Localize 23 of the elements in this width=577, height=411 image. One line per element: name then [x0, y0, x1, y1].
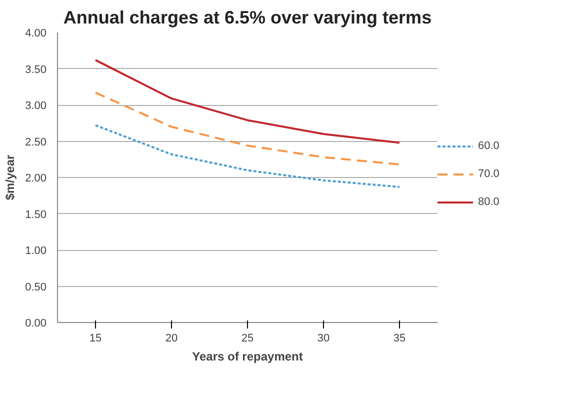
legend-label: 60.0	[478, 140, 500, 152]
y-tick-label: 3.00	[25, 100, 47, 112]
y-tick-label: 2.00	[25, 172, 47, 184]
x-tick-label: 15	[89, 332, 102, 344]
x-tick-label: 20	[165, 332, 178, 344]
legend-label: 80.0	[478, 196, 500, 208]
line-series	[94, 92, 400, 166]
y-tick-label: 3.50	[25, 64, 47, 76]
x-tick-label: 35	[393, 332, 406, 344]
y-tick-label: 1.50	[25, 208, 47, 221]
line-series	[94, 59, 400, 144]
y-tick-label: 1.00	[25, 245, 47, 257]
line-series	[94, 124, 400, 188]
x-axis-title: Years of repayment	[192, 350, 303, 364]
x-tick-label: 30	[317, 332, 330, 344]
chart-title: Annual charges at 6.5% over varying terms	[63, 8, 432, 28]
y-tick-label: 4.00	[25, 28, 47, 40]
y-axis-title: $m/year	[3, 154, 18, 200]
y-tick-label: 0.50	[25, 281, 47, 294]
y-tick-label: 2.50	[25, 136, 47, 148]
legend-label: 70.0	[478, 168, 500, 180]
y-tick-label: 0.00	[25, 318, 47, 330]
x-tick-label: 25	[241, 332, 254, 344]
